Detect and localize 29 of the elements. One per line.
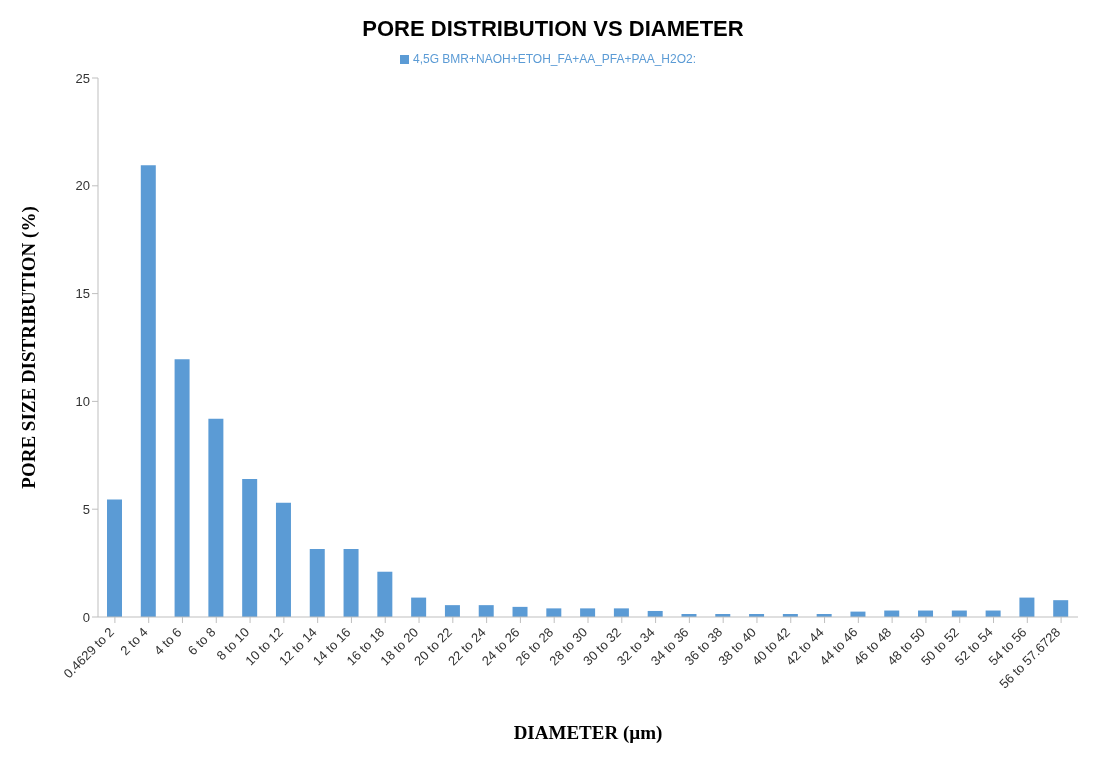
bar bbox=[613, 608, 629, 617]
bar bbox=[411, 597, 427, 617]
y-tick-label: 5 bbox=[82, 501, 90, 517]
bar bbox=[275, 502, 291, 617]
x-axis-title: DIAMETER (µm) bbox=[513, 722, 663, 744]
y-tick-label: 15 bbox=[75, 286, 90, 302]
y-axis-title: PORE SIZE DISTRIBUTION (%) bbox=[17, 206, 40, 489]
bar bbox=[580, 608, 596, 617]
y-tick-label: 0 bbox=[82, 609, 90, 625]
legend-label: 4,5G BMR+NAOH+ETOH_FA+AA_PFA+PAA_H2O2: bbox=[412, 52, 696, 66]
bar bbox=[107, 499, 122, 617]
bar bbox=[478, 605, 494, 617]
bar bbox=[208, 418, 224, 617]
chart-title: PORE DISTRIBUTION VS DIAMETER bbox=[361, 16, 745, 42]
y-tick-label: 10 bbox=[75, 394, 90, 410]
x-tick-label: 4 to 6 bbox=[150, 624, 185, 659]
bar bbox=[174, 359, 190, 617]
y-tick-label: 20 bbox=[75, 178, 90, 194]
bar bbox=[444, 605, 460, 617]
bar bbox=[1053, 600, 1069, 617]
bar bbox=[343, 549, 359, 617]
bar bbox=[1019, 597, 1035, 617]
bar bbox=[140, 165, 156, 617]
y-tick-label: 25 bbox=[75, 70, 90, 86]
bar bbox=[242, 479, 258, 617]
bar bbox=[546, 608, 562, 617]
bar bbox=[377, 571, 393, 617]
x-tick-label: 2 to 4 bbox=[117, 624, 151, 659]
bar bbox=[309, 549, 325, 617]
